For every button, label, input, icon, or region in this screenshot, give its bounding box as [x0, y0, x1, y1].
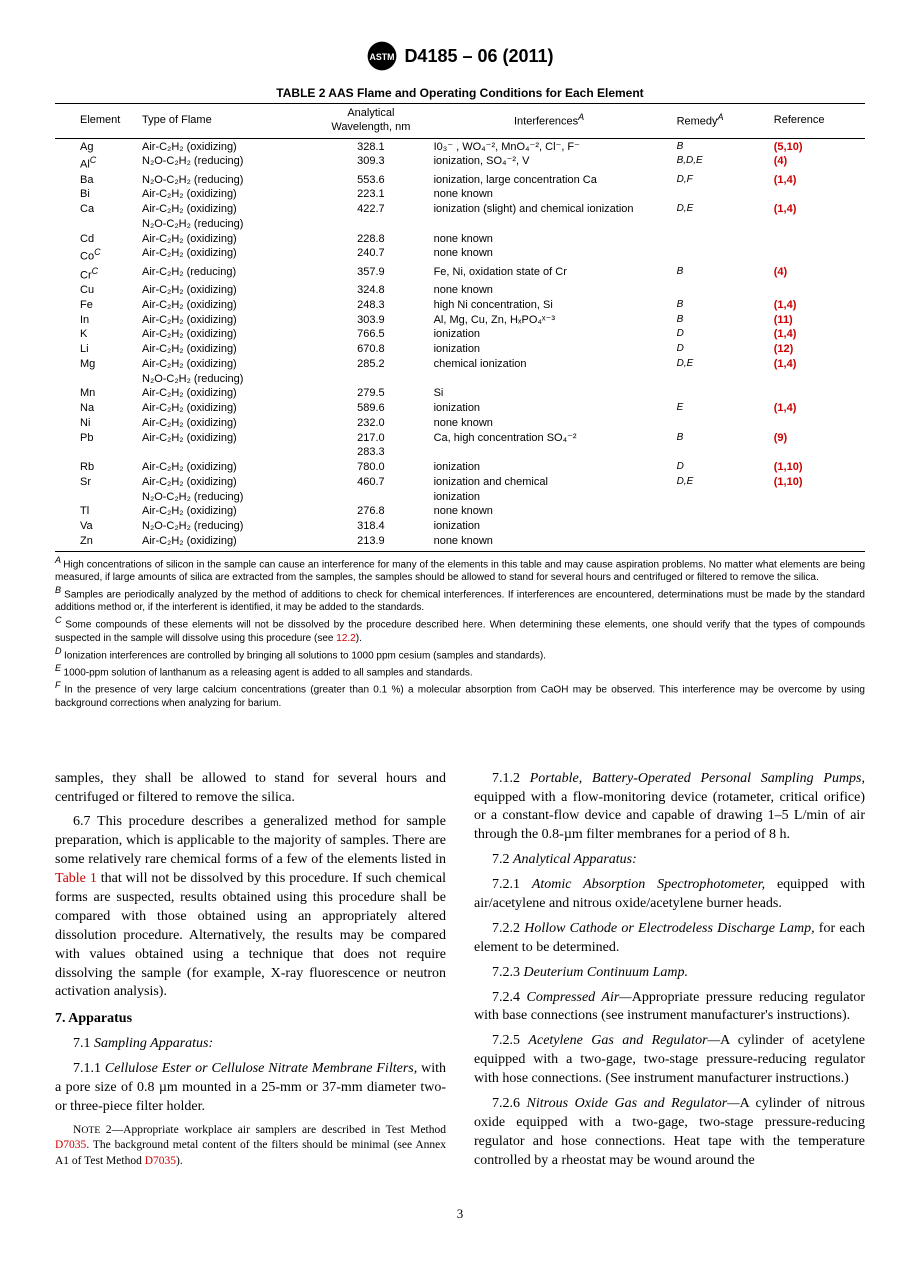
- table-row: SrAir-C₂H₂ (oxidizing)460.7ionization an…: [55, 475, 865, 490]
- table-row: N₂O-C₂H₂ (reducing)ionization: [55, 490, 865, 505]
- body-text: samples, they shall be allowed to stand …: [55, 770, 865, 1176]
- table-row: NiAir-C₂H₂ (oxidizing)232.0none known: [55, 416, 865, 431]
- para-7.2.5: 7.2.5 Acetylene Gas and Regulator—A cyli…: [474, 1032, 865, 1089]
- astm-logo-icon: ASTM: [366, 40, 398, 72]
- table-row: N₂O-C₂H₂ (reducing): [55, 372, 865, 387]
- page-number: 3: [55, 1206, 865, 1222]
- footnote-A: High concentrations of silicon in the sa…: [55, 559, 865, 583]
- table-row: AlCN₂O-C₂H₂ (reducing)309.3ionization, S…: [55, 155, 865, 173]
- para-7.1: 7.1 Sampling Apparatus:: [55, 1035, 446, 1054]
- table-row: MgAir-C₂H₂ (oxidizing)285.2chemical ioni…: [55, 357, 865, 372]
- footnote-B: Samples are periodically analyzed by the…: [55, 589, 865, 613]
- svg-text:ASTM: ASTM: [370, 52, 395, 62]
- footnote-F: In the presence of very large calcium co…: [55, 685, 865, 709]
- para-7.2: 7.2 Analytical Apparatus:: [474, 851, 865, 870]
- table-2: Element Type of Flame AnalyticalWaveleng…: [55, 103, 865, 552]
- table-row: CuAir-C₂H₂ (oxidizing)324.8none known: [55, 284, 865, 299]
- col-element: Element: [55, 104, 136, 139]
- table-row: MnAir-C₂H₂ (oxidizing)279.5Si: [55, 387, 865, 402]
- table-header-row: Element Type of Flame AnalyticalWaveleng…: [55, 104, 865, 139]
- col-reference: Reference: [768, 104, 865, 139]
- table-row: N₂O-C₂H₂ (reducing): [55, 217, 865, 232]
- col-interferences: InterferencesA: [428, 104, 671, 139]
- table-row: LiAir-C₂H₂ (oxidizing)670.8ionizationD(1…: [55, 343, 865, 358]
- table-row: KAir-C₂H₂ (oxidizing)766.5ionizationD(1,…: [55, 328, 865, 343]
- document-header: ASTM D4185 – 06 (2011): [55, 40, 865, 76]
- table-row: VaN₂O-C₂H₂ (reducing)318.4ionization: [55, 520, 865, 535]
- col-flame: Type of Flame: [136, 104, 314, 139]
- table-row: AgAir-C₂H₂ (oxidizing)328.1I0₃⁻ , WO₄⁻²,…: [55, 138, 865, 155]
- table-row: CaAir-C₂H₂ (oxidizing)422.7ionization (s…: [55, 203, 865, 218]
- table-row: InAir-C₂H₂ (oxidizing)303.9Al, Mg, Cu, Z…: [55, 313, 865, 328]
- footnote-E: 1000-ppm solution of lanthanum as a rele…: [64, 667, 473, 678]
- standard-designation: D4185 – 06 (2011): [404, 46, 553, 67]
- para-7.2.3: 7.2.3 Deuterium Continuum Lamp.: [474, 964, 865, 983]
- table-row: FeAir-C₂H₂ (oxidizing)248.3high Ni conce…: [55, 298, 865, 313]
- para-7.2.4: 7.2.4 Compressed Air—Appropriate pressur…: [474, 989, 865, 1027]
- para-7.1.2: 7.1.2 Portable, Battery-Operated Persona…: [474, 770, 865, 846]
- table-row: PbAir-C₂H₂ (oxidizing)217.0Ca, high conc…: [55, 431, 865, 446]
- para-6.7: 6.7 This procedure describes a generaliz…: [55, 813, 446, 1002]
- note-2: NOTE 2—Appropriate workplace air sampler…: [55, 1123, 446, 1170]
- para-7.1.1: 7.1.1 Cellulose Ester or Cellulose Nitra…: [55, 1060, 446, 1117]
- footnote-C: Some compounds of these elements will no…: [55, 620, 865, 644]
- table-row: 283.3: [55, 446, 865, 461]
- col-wavelength: AnalyticalWavelength, nm: [314, 104, 427, 139]
- table-title: TABLE 2 AAS Flame and Operating Conditio…: [55, 86, 865, 100]
- table-row: BaN₂O-C₂H₂ (reducing)553.6ionization, la…: [55, 173, 865, 188]
- table-row: ZnAir-C₂H₂ (oxidizing)213.9none known: [55, 534, 865, 551]
- para-7.2.1: 7.2.1 Atomic Absorption Spectrophotomete…: [474, 876, 865, 914]
- para-7.2.6: 7.2.6 Nitrous Oxide Gas and Regulator—A …: [474, 1095, 865, 1171]
- table-footnotes: A High concentrations of silicon in the …: [55, 555, 865, 710]
- table-row: CrCAir-C₂H₂ (reducing)357.9Fe, Ni, oxida…: [55, 265, 865, 283]
- footnote-D: Ionization interferences are controlled …: [64, 650, 546, 661]
- col-remedy: RemedyA: [671, 104, 768, 139]
- table-row: CoCAir-C₂H₂ (oxidizing)240.7none known: [55, 247, 865, 265]
- table-row: TlAir-C₂H₂ (oxidizing)276.8none known: [55, 505, 865, 520]
- para-cont: samples, they shall be allowed to stand …: [55, 770, 446, 808]
- table-row: CdAir-C₂H₂ (oxidizing)228.8none known: [55, 232, 865, 247]
- table-row: NaAir-C₂H₂ (oxidizing)589.6ionizationE(1…: [55, 402, 865, 417]
- para-7.2.2: 7.2.2 Hollow Cathode or Electrodeless Di…: [474, 920, 865, 958]
- table-row: RbAir-C₂H₂ (oxidizing)780.0ionizationD(1…: [55, 461, 865, 476]
- table-row: BiAir-C₂H₂ (oxidizing)223.1none known: [55, 188, 865, 203]
- section-7-heading: 7. Apparatus: [55, 1010, 446, 1029]
